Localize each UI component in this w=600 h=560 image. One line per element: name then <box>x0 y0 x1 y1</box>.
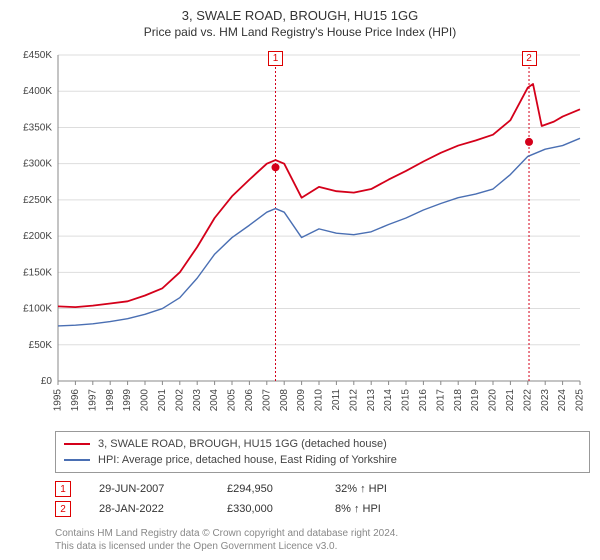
svg-text:1995: 1995 <box>53 389 64 412</box>
legend-swatch <box>64 443 90 445</box>
svg-text:£100K: £100K <box>23 304 52 315</box>
svg-text:2013: 2013 <box>366 389 377 412</box>
chart-subtitle: Price paid vs. HM Land Registry's House … <box>10 25 590 39</box>
svg-text:£450K: £450K <box>23 50 52 61</box>
svg-text:2004: 2004 <box>209 389 220 412</box>
legend-label: HPI: Average price, detached house, East… <box>98 452 397 468</box>
svg-text:2024: 2024 <box>557 389 568 412</box>
svg-text:2008: 2008 <box>279 389 290 412</box>
event-date: 29-JUN-2007 <box>99 483 199 495</box>
svg-text:2017: 2017 <box>435 389 446 412</box>
svg-text:2018: 2018 <box>453 389 464 412</box>
event-diff: 8% ↑ HPI <box>335 503 381 515</box>
svg-text:£150K: £150K <box>23 267 52 278</box>
chart-area: £0 £50K £100K £150K £200K £250K £300K £350K £400… <box>10 45 590 425</box>
svg-text:1998: 1998 <box>105 389 116 412</box>
svg-text:2020: 2020 <box>488 389 499 412</box>
legend-item: HPI: Average price, detached house, East… <box>64 452 581 468</box>
svg-text:2025: 2025 <box>575 389 586 412</box>
copyright: Contains HM Land Registry data © Crown c… <box>55 527 590 553</box>
legend-item: 3, SWALE ROAD, BROUGH, HU15 1GG (detache… <box>64 436 581 452</box>
copyright-line-1: Contains HM Land Registry data © Crown c… <box>55 527 590 540</box>
legend-swatch <box>64 459 90 461</box>
event-marker-icon: 2 <box>55 501 71 517</box>
event-date: 28-JAN-2022 <box>99 503 199 515</box>
svg-text:£0: £0 <box>41 376 53 387</box>
svg-text:2012: 2012 <box>348 389 359 412</box>
event-row: 1 29-JUN-2007 £294,950 32% ↑ HPI <box>55 481 590 497</box>
chart-title: 3, SWALE ROAD, BROUGH, HU15 1GG <box>10 8 590 23</box>
svg-text:2006: 2006 <box>244 389 255 412</box>
svg-text:2010: 2010 <box>314 389 325 412</box>
event-diff: 32% ↑ HPI <box>335 483 387 495</box>
svg-text:2009: 2009 <box>296 389 307 412</box>
svg-text:1999: 1999 <box>122 389 133 412</box>
svg-text:2014: 2014 <box>383 389 394 412</box>
svg-text:2023: 2023 <box>540 389 551 412</box>
svg-text:1997: 1997 <box>87 389 98 412</box>
svg-text:2007: 2007 <box>261 389 272 412</box>
svg-text:£250K: £250K <box>23 195 52 206</box>
svg-text:1996: 1996 <box>70 389 81 412</box>
events-table: 1 29-JUN-2007 £294,950 32% ↑ HPI 2 28-JAN-202… <box>55 481 590 521</box>
line-chart: £0 £50K £100K £150K £200K £250K £300K £350K £400… <box>10 45 590 425</box>
svg-text:£200K: £200K <box>23 231 52 242</box>
copyright-line-2: This data is licensed under the Open Gov… <box>55 540 590 553</box>
svg-text:2002: 2002 <box>174 389 185 412</box>
event-marker-2: 2 <box>522 51 537 66</box>
svg-text:2001: 2001 <box>157 389 168 412</box>
legend: 3, SWALE ROAD, BROUGH, HU15 1GG (detache… <box>55 431 590 473</box>
event-price: £330,000 <box>227 503 307 515</box>
event-row: 2 28-JAN-2022 £330,000 8% ↑ HPI <box>55 501 590 517</box>
svg-text:£300K: £300K <box>23 159 52 170</box>
svg-text:2015: 2015 <box>401 389 412 412</box>
svg-text:£350K: £350K <box>23 122 52 133</box>
event-marker-1: 1 <box>268 51 283 66</box>
svg-text:£50K: £50K <box>29 340 53 351</box>
svg-text:2003: 2003 <box>192 389 203 412</box>
svg-text:£400K: £400K <box>23 86 52 97</box>
svg-text:2016: 2016 <box>418 389 429 412</box>
svg-text:2005: 2005 <box>227 389 238 412</box>
svg-text:2011: 2011 <box>331 389 342 411</box>
legend-label: 3, SWALE ROAD, BROUGH, HU15 1GG (detache… <box>98 436 387 452</box>
event-marker-icon: 1 <box>55 481 71 497</box>
svg-text:2019: 2019 <box>470 389 481 412</box>
svg-text:2022: 2022 <box>522 389 533 412</box>
svg-text:2021: 2021 <box>505 389 516 412</box>
event-price: £294,950 <box>227 483 307 495</box>
svg-text:2000: 2000 <box>140 389 151 412</box>
